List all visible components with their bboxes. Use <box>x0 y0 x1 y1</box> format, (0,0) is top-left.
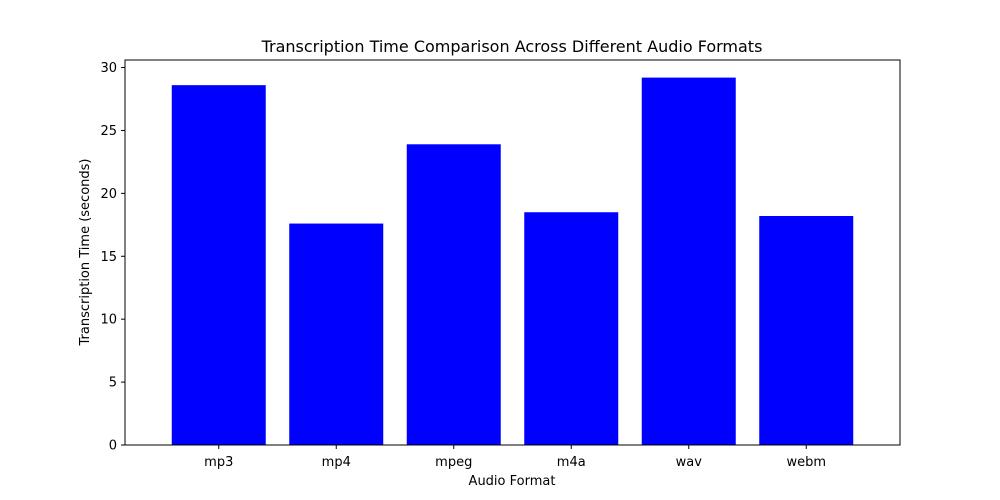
y-tick-label-20: 20 <box>100 187 117 202</box>
bar-mp3 <box>171 85 266 445</box>
x-tick-label-wav: wav <box>676 455 703 470</box>
x-tick-label-webm: webm <box>786 455 826 470</box>
y-tick-label-15: 15 <box>100 250 117 265</box>
y-axis-label: Transcription Time (seconds) <box>78 159 93 347</box>
y-tick-label-0: 0 <box>109 439 117 454</box>
y-tick-label-25: 25 <box>100 124 117 139</box>
x-tick-label-mpeg: mpeg <box>435 455 472 470</box>
x-axis-label: Audio Format <box>469 474 556 489</box>
bar-m4a <box>524 212 619 445</box>
x-tick-label-mp4: mp4 <box>322 455 351 470</box>
bar-webm <box>759 216 854 445</box>
plot-frame <box>124 59 901 446</box>
bar-wav <box>641 77 736 446</box>
bars-layer <box>171 77 854 446</box>
y-tick-label-10: 10 <box>100 313 117 328</box>
bar-mp4 <box>289 223 384 445</box>
bar-mpeg <box>406 144 501 446</box>
x-tick-label-m4a: m4a <box>557 455 586 470</box>
y-axis: 0 5 10 15 20 25 30 <box>100 61 125 454</box>
y-tick-label-30: 30 <box>100 61 117 76</box>
chart-title: Transcription Time Comparison Across Dif… <box>261 37 763 56</box>
x-tick-label-mp3: mp3 <box>204 455 233 470</box>
y-tick-label-5: 5 <box>109 376 117 391</box>
x-axis: mp3 mp4 mpeg m4a wav webm <box>204 445 826 470</box>
